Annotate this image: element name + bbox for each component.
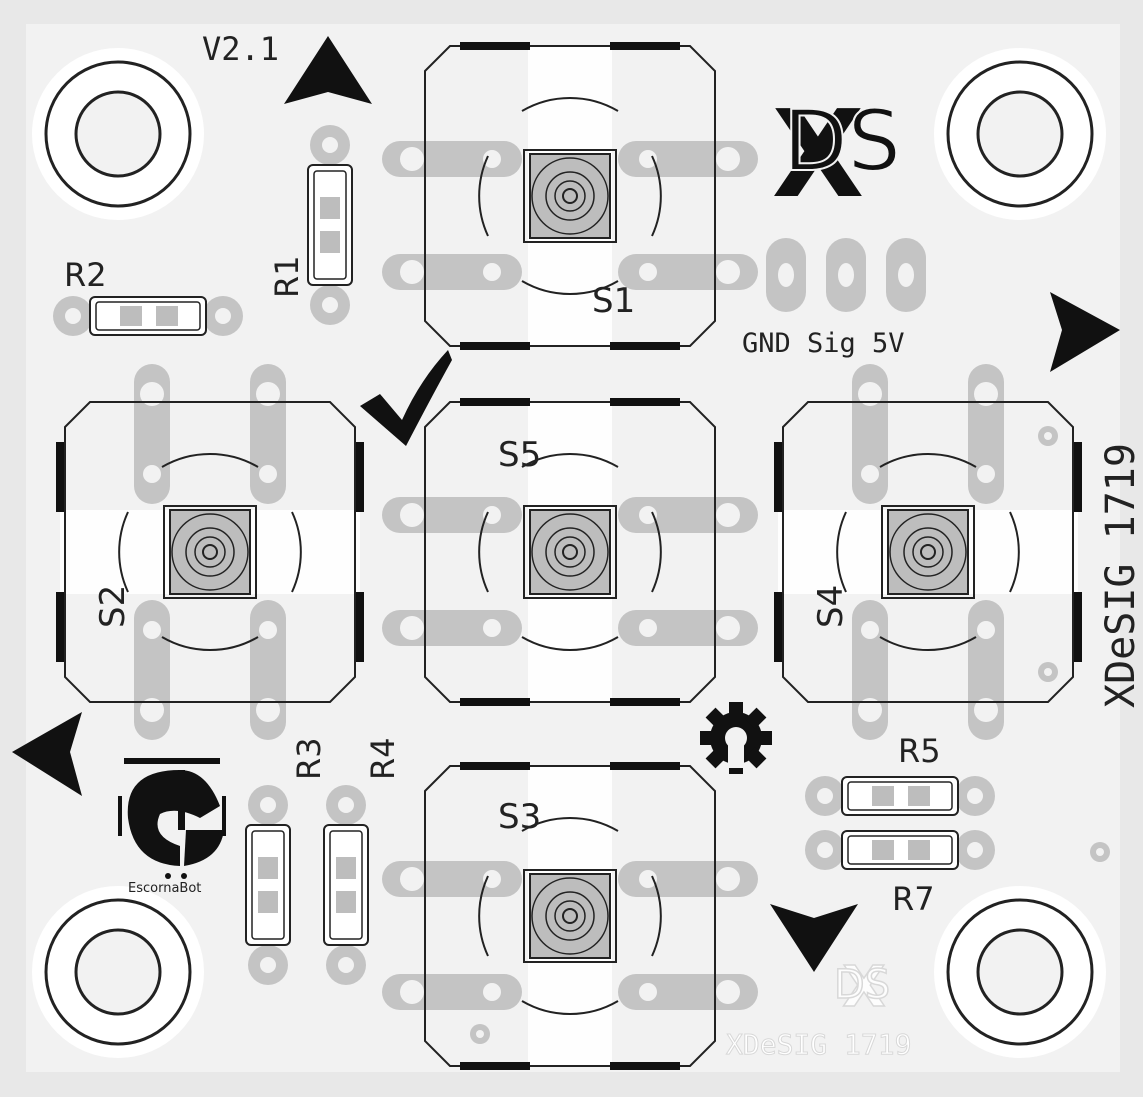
connector-label: GND Sig 5V [742, 328, 905, 359]
resistor-label: R7 [892, 880, 935, 918]
switch-s5[interactable]: S5 [382, 398, 758, 706]
checkmark-icon [360, 350, 452, 446]
switch-label: S1 [592, 281, 635, 321]
switch-s4[interactable]: S4 [774, 364, 1082, 740]
resistor-label: R1 [268, 255, 306, 298]
mounting-hole [932, 46, 1108, 222]
resistor-r3: R3 [245, 737, 328, 986]
svg-text:DS: DS [834, 962, 890, 1008]
arrow-right-icon [1050, 292, 1120, 372]
resistor-label: R5 [898, 732, 941, 770]
escornabot-label: EscornaBot [128, 881, 201, 896]
switch-label: S3 [498, 797, 541, 837]
switch-s1[interactable]: S1 [382, 42, 758, 350]
xdesig-logo-icon: X DS [772, 86, 902, 225]
mounting-hole [30, 884, 206, 1060]
brand-label-faded: XDeSIG 1719 [726, 1028, 911, 1061]
logo-letters: DS [783, 92, 901, 190]
arrow-up-icon [284, 36, 372, 104]
resistor-r5: R5 [804, 732, 996, 817]
version-label: V2.1 [202, 30, 279, 68]
mounting-hole [30, 46, 206, 222]
resistor-label: R2 [64, 256, 107, 294]
brand-label: XDeSIG 1719 [1098, 443, 1143, 708]
svg-text:X: X [842, 955, 885, 1020]
resistor-r2: R2 [52, 256, 244, 337]
xdesig-logo-faded-icon: X DS [833, 954, 891, 1021]
resistor-r4: R4 [323, 737, 402, 986]
arrow-down-icon [770, 904, 858, 972]
resistor-label: R4 [364, 737, 402, 780]
switch-label: S2 [93, 585, 133, 628]
connector-header: GND Sig 5V [742, 238, 926, 359]
switch-label: S4 [811, 585, 851, 628]
escornabot-logo-icon: EscornaBot [118, 758, 226, 896]
switch-s3[interactable]: S3 [382, 762, 758, 1070]
arrow-left-icon [12, 712, 82, 796]
switch-label: S5 [498, 435, 541, 475]
resistor-r1: R1 [268, 124, 353, 326]
logo-cross: X [772, 86, 865, 225]
mounting-hole [932, 884, 1108, 1060]
switch-s2[interactable]: S2 [56, 364, 364, 740]
resistor-r7: R7 [804, 829, 996, 918]
resistor-label: R3 [290, 737, 328, 780]
gear-icon [700, 702, 772, 774]
